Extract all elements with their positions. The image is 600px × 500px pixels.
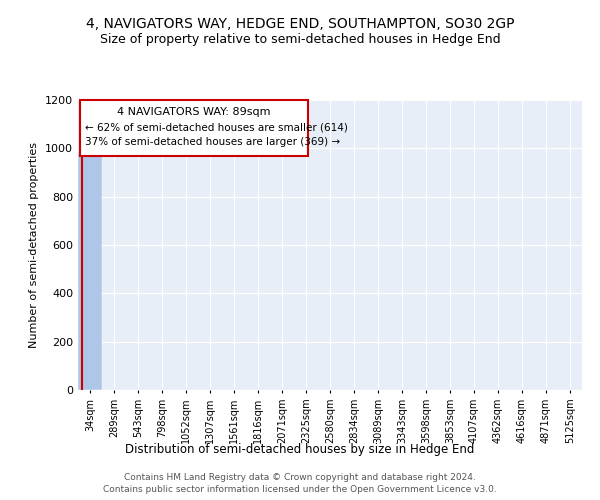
Text: Size of property relative to semi-detached houses in Hedge End: Size of property relative to semi-detach… <box>100 32 500 46</box>
FancyBboxPatch shape <box>80 100 308 156</box>
Bar <box>78 152 102 390</box>
Text: ← 62% of semi-detached houses are smaller (614): ← 62% of semi-detached houses are smalle… <box>85 123 347 133</box>
Text: 4 NAVIGATORS WAY: 89sqm: 4 NAVIGATORS WAY: 89sqm <box>117 108 271 118</box>
Y-axis label: Number of semi-detached properties: Number of semi-detached properties <box>29 142 40 348</box>
Text: 37% of semi-detached houses are larger (369) →: 37% of semi-detached houses are larger (… <box>85 138 340 147</box>
Text: Distribution of semi-detached houses by size in Hedge End: Distribution of semi-detached houses by … <box>125 442 475 456</box>
Text: 4, NAVIGATORS WAY, HEDGE END, SOUTHAMPTON, SO30 2GP: 4, NAVIGATORS WAY, HEDGE END, SOUTHAMPTO… <box>86 18 514 32</box>
Text: Contains HM Land Registry data © Crown copyright and database right 2024.: Contains HM Land Registry data © Crown c… <box>124 472 476 482</box>
Text: Contains public sector information licensed under the Open Government Licence v3: Contains public sector information licen… <box>103 485 497 494</box>
